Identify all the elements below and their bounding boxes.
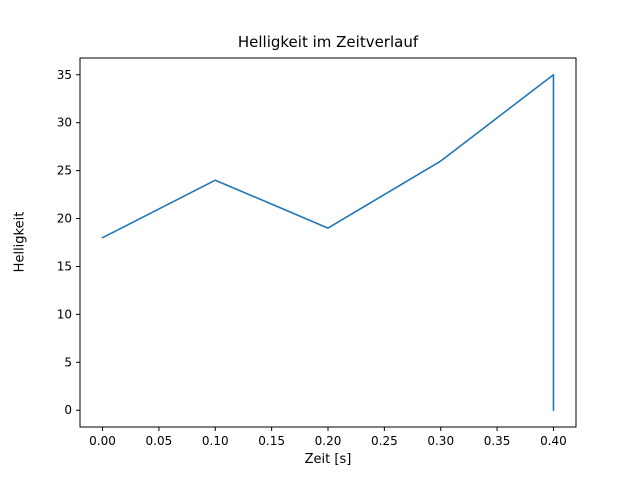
- data-line: [101, 73, 555, 412]
- y-tick-label: 10: [57, 307, 72, 321]
- x-tick-label: 0.20: [315, 434, 342, 448]
- x-tick-label: 0.25: [371, 434, 398, 448]
- y-tick-label: 30: [57, 116, 72, 130]
- y-tick-label: 15: [57, 259, 72, 273]
- x-tick-label: 0.35: [484, 434, 511, 448]
- y-tick-label: 5: [64, 355, 72, 369]
- y-tick-label: 35: [57, 68, 72, 82]
- x-axis-label: Zeit [s]: [304, 452, 352, 467]
- x-tick-label: 0.15: [258, 434, 285, 448]
- y-tick-label: 20: [57, 212, 72, 226]
- y-tick-label: 0: [64, 403, 72, 417]
- axis-frame: [79, 57, 577, 428]
- x-tick-label: 0.30: [427, 434, 454, 448]
- x-tick-label: 0.40: [540, 434, 567, 448]
- x-tick-label: 0.10: [202, 434, 229, 448]
- y-tick-label: 25: [57, 164, 72, 178]
- chart-title: Helligkeit im Zeitverlauf: [237, 33, 419, 51]
- x-tick-label: 0.00: [89, 434, 116, 448]
- x-tick-label: 0.05: [146, 434, 173, 448]
